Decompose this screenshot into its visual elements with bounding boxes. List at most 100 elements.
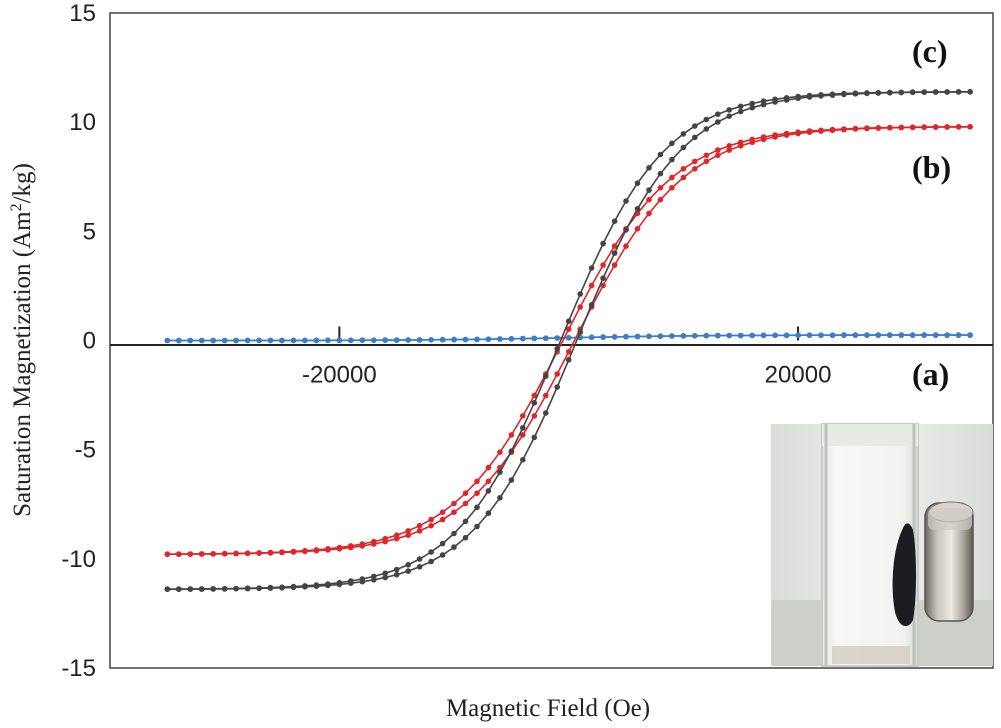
data-point-c [909, 89, 916, 96]
data-point-a [634, 333, 641, 340]
y-axis-title-main: Saturation Magnetization (Am [9, 211, 36, 517]
data-point-b [302, 548, 308, 555]
data-point-b [588, 282, 595, 289]
data-point-a [669, 333, 675, 339]
data-point-c [623, 227, 629, 233]
data-point-c [875, 90, 882, 96]
data-point-c [577, 291, 583, 297]
data-point-b [508, 432, 515, 438]
data-point-b [531, 392, 538, 399]
data-point-a [336, 337, 343, 344]
data-point-c [726, 113, 732, 119]
data-point-c [967, 89, 973, 95]
y-tick-label: 10 [69, 109, 96, 136]
data-point-a [531, 335, 538, 342]
data-point-b [703, 158, 710, 165]
data-point-b [244, 550, 251, 557]
data-point-b [577, 304, 583, 310]
data-point-c [279, 585, 285, 591]
data-point-a [783, 332, 790, 339]
data-point-b [428, 516, 434, 523]
data-point-b [405, 528, 412, 534]
data-point-c [657, 151, 664, 158]
data-point-b [279, 549, 285, 556]
data-point-b [669, 174, 675, 181]
data-point-c [864, 90, 870, 97]
data-point-b [669, 185, 675, 191]
data-point-a [692, 333, 698, 339]
data-point-b [313, 547, 320, 554]
data-point-c [657, 170, 664, 177]
data-point-a [416, 337, 423, 343]
data-point-c [852, 91, 859, 97]
data-point-c [829, 92, 836, 98]
data-point-c [256, 585, 262, 592]
data-point-b [451, 509, 457, 515]
data-point-a [164, 337, 171, 344]
data-point-c [680, 144, 687, 151]
data-point-b [921, 124, 927, 130]
data-point-c [428, 549, 434, 555]
data-point-b [932, 124, 939, 130]
data-point-c [405, 568, 412, 574]
data-point-c [737, 108, 744, 115]
data-point-c [726, 107, 732, 113]
data-point-c [760, 101, 767, 108]
data-point-b [198, 551, 205, 557]
inset-photo [771, 423, 993, 667]
data-point-b [382, 538, 389, 545]
data-point-c [428, 558, 434, 565]
data-point-b [841, 126, 847, 133]
data-point-b [760, 136, 767, 143]
data-point-b [829, 127, 836, 134]
data-point-b [646, 210, 652, 217]
data-point-c [543, 373, 549, 380]
data-point-c [692, 134, 698, 141]
y-tick-label: 0 [83, 328, 96, 355]
data-point-c [336, 581, 343, 588]
data-point-c [669, 140, 675, 147]
data-point-b [439, 516, 446, 523]
y-axis-title-end: /kg) [9, 163, 36, 203]
data-point-c [531, 434, 538, 441]
data-point-c [187, 586, 194, 592]
data-point-a [611, 334, 618, 340]
y-axis-title-sup: 2 [8, 203, 25, 211]
data-point-b [611, 243, 618, 249]
data-point-c [669, 156, 675, 163]
data-point-c [623, 198, 629, 204]
data-point-c [393, 571, 400, 578]
data-point-a [600, 334, 606, 340]
data-point-b [565, 349, 572, 355]
data-point-c [955, 89, 962, 95]
data-point-c [198, 586, 205, 592]
data-point-a [944, 332, 950, 338]
data-point-c [772, 99, 778, 105]
data-point-c [520, 457, 526, 463]
data-point-a [898, 332, 905, 338]
data-point-c [795, 95, 801, 102]
data-point-c [359, 578, 366, 585]
data-point-a [474, 336, 480, 343]
y-tick-label: -10 [61, 546, 96, 573]
data-point-c [703, 126, 710, 132]
data-point-b [967, 124, 973, 130]
y-axis-title: Saturation Magnetization (Am2/kg) [8, 163, 36, 517]
data-point-b [428, 522, 434, 529]
data-point-a [462, 336, 469, 343]
data-point-b [359, 543, 366, 549]
data-point-a [325, 337, 331, 344]
y-tick-label: 5 [83, 218, 96, 245]
data-point-a [967, 332, 973, 338]
data-point-c [382, 570, 389, 577]
data-point-b [221, 551, 228, 557]
data-point-a [233, 337, 239, 344]
data-point-b [565, 326, 572, 333]
data-point-c [348, 580, 354, 586]
data-point-b [336, 546, 343, 552]
vial-sediment [832, 646, 910, 664]
data-point-a [348, 337, 354, 344]
data-point-a [508, 336, 515, 342]
data-point-c [416, 564, 423, 570]
